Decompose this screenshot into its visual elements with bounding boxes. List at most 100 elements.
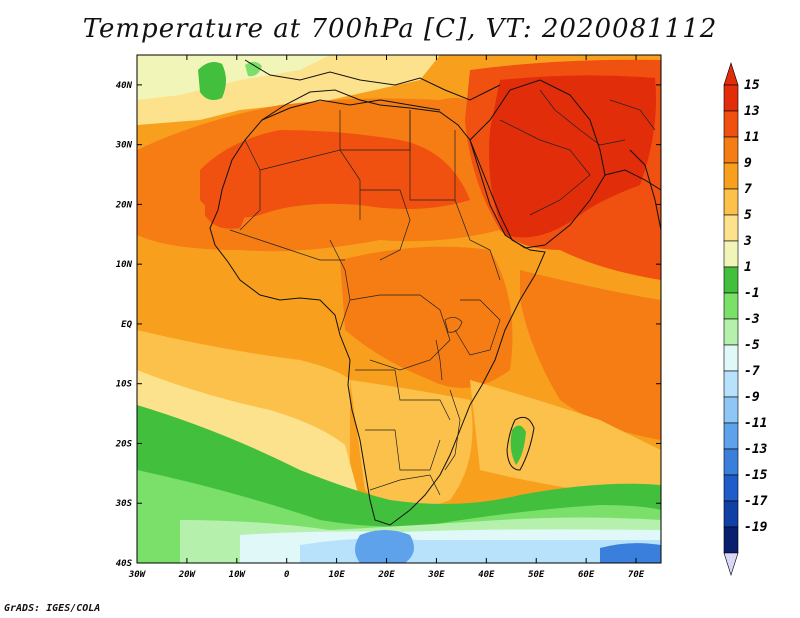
lake-tanganyika: [435, 339, 443, 381]
field-west-africa-hot: [205, 175, 248, 229]
field-cool-patch-med: [245, 61, 262, 77]
colorbar-label: 11: [744, 130, 760, 145]
border-east-africa: [454, 299, 501, 356]
colorbar-label: -7: [744, 364, 760, 379]
colorbar-swatch: [723, 370, 739, 398]
lon-tick-label: 10W: [229, 570, 247, 580]
colorbar-top-arrow: [723, 62, 739, 86]
colorbar-label: 1: [744, 260, 752, 275]
latitude-axis: 40N 30N 20N 10N EQ 10S 20S 30S 40S: [115, 81, 661, 569]
field-southern-africa: [350, 380, 473, 508]
colorbar-swatch: [723, 84, 739, 112]
lon-tick-label: 10E: [328, 570, 345, 580]
map-frame: [136, 54, 662, 564]
border-west-africa: [229, 229, 345, 261]
border-afghanistan: [609, 99, 656, 131]
colorbar-swatch: [723, 344, 739, 372]
lon-tick-label: 20E: [377, 570, 395, 580]
lon-tick-label: 30W: [128, 570, 147, 580]
lat-tick-label: 30N: [115, 141, 133, 151]
lat-tick-label: 10S: [116, 380, 133, 390]
field-cold-pool-southeast: [600, 543, 661, 563]
colorbar-swatch: [723, 526, 739, 554]
colorbar-swatch: [723, 162, 739, 190]
colorbar-label: 5: [744, 208, 752, 223]
colorbar-swatch: [723, 136, 739, 164]
lat-tick-label: 40S: [116, 559, 133, 569]
border-sahara-west: [239, 139, 261, 231]
lat-tick-label: 20S: [115, 439, 133, 449]
field-madagascar-cool: [510, 425, 526, 465]
colorbar-swatch: [723, 448, 739, 476]
colorbar-swatch: [723, 396, 739, 424]
field-indian-ocean-warm: [520, 270, 661, 440]
lat-tick-label: 20N: [115, 200, 133, 210]
colorbar-label: 13: [744, 104, 760, 119]
lat-tick-label: 40N: [116, 81, 133, 91]
colorbar-swatch: [723, 188, 739, 216]
mediterranean-outline: [261, 99, 441, 121]
colorbar-swatch: [723, 214, 739, 242]
border-angola-zambia: [355, 369, 451, 421]
border-namibia-botswana: [365, 429, 441, 471]
border-sudan-ethiopia: [454, 199, 501, 281]
chart-title: Temperature at 700hPa [C], VT: 202008111…: [82, 14, 718, 44]
colorbar-swatch: [723, 500, 739, 528]
colorbar-label: -13: [744, 442, 768, 457]
colorbar-label: 3: [743, 234, 752, 249]
border-iran-iraq: [539, 89, 626, 146]
colorbar-swatch: [723, 292, 739, 320]
lon-tick-label: 20W: [178, 570, 197, 580]
colorbar-bottom-arrow: [723, 552, 739, 576]
border-chad-sudan: [360, 189, 411, 261]
colorbar-swatch: [723, 422, 739, 450]
lat-tick-label: EQ: [121, 320, 132, 330]
lon-tick-label: 40E: [478, 570, 495, 580]
field-sahara-hot: [200, 130, 470, 218]
border-arabia-interior: [499, 119, 591, 216]
border-libya-egypt: [409, 110, 456, 201]
colorbar-label: 9: [744, 156, 752, 171]
colorbar-label: 15: [744, 78, 760, 93]
country-borders: [229, 89, 656, 496]
colorbar-label: -11: [744, 416, 767, 431]
coastlines: [209, 59, 661, 526]
border-south-africa: [369, 474, 441, 496]
colorbar-swatch: [723, 110, 739, 138]
longitude-axis: 30W 20W 10W 0 10E 20E 30E 40E 50E 60E 70E: [128, 55, 645, 580]
asia-coastline: [604, 169, 661, 191]
colorbar-label: -3: [744, 312, 760, 327]
colorbar-label: 7: [744, 182, 752, 197]
colorbar-swatch: [723, 474, 739, 502]
lon-tick-label: 50E: [528, 570, 545, 580]
border-nigeria-cameroon: [329, 239, 351, 331]
colorbar-swatch: [723, 318, 739, 346]
europe-coastline: [244, 59, 501, 101]
lon-tick-label: 30E: [427, 570, 445, 580]
lake-victoria: [444, 317, 463, 333]
colorbar-swatch: [723, 240, 739, 268]
madagascar-outline: [506, 416, 535, 471]
colorbar-label: -1: [744, 286, 760, 301]
field-cold-pool-cape: [355, 530, 414, 563]
field-cool-patch-atlantic: [198, 62, 226, 100]
temperature-field: [137, 55, 661, 563]
lat-tick-label: 30S: [115, 499, 133, 509]
africa-coastline: [209, 89, 546, 526]
credit-label: GrADS: IGES/COLA: [4, 603, 101, 614]
lat-tick-label: 10N: [116, 260, 133, 270]
colorbar-label: -9: [744, 390, 760, 405]
border-mozambique: [444, 389, 461, 471]
colorbar-label: -15: [744, 468, 768, 483]
india-coastline: [629, 149, 661, 231]
field-central-africa: [340, 246, 513, 388]
border-congo: [349, 294, 451, 371]
colorbar-swatch: [723, 266, 739, 294]
colorbar-label: -17: [744, 494, 768, 509]
colorbar-label: -5: [744, 338, 760, 353]
colorbar: 15 13 11 9 7 5 3 1 -1 -3 -5 -7 -9 -11 -13 -15 -17 -19: [723, 62, 768, 576]
lon-tick-label: 70E: [628, 570, 645, 580]
field-arabia-hottest: [489, 75, 656, 238]
lon-tick-label: 60E: [578, 570, 595, 580]
